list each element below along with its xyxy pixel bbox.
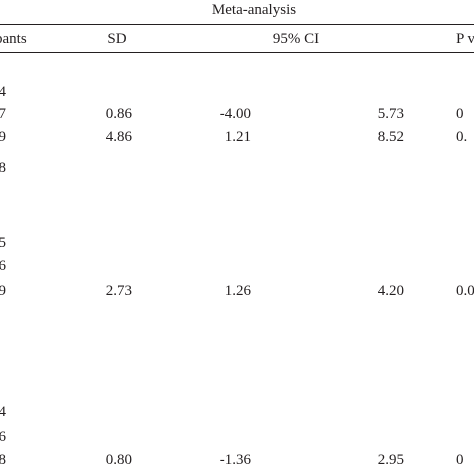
cell-participants: 6 <box>0 258 6 274</box>
meta-analysis-header: Meta-analysis <box>211 2 297 18</box>
cell-p-value: 0 <box>456 452 464 468</box>
cell-ci-low: 1.26 <box>224 283 251 299</box>
cell-ci-low: -4.00 <box>219 106 251 122</box>
col-participants-header: pants <box>0 31 27 47</box>
cell-participants: 4 <box>0 404 6 420</box>
cell-p-value: 0. <box>456 129 468 145</box>
cell-ci-low: 1.21 <box>224 129 251 145</box>
cell-sd: 2.73 <box>105 283 132 299</box>
cell-ci-high: 2.95 <box>377 452 404 468</box>
cell-ci-high: 5.73 <box>377 106 404 122</box>
cell-participants: 8 <box>0 452 6 468</box>
col-sd-header: SD <box>107 31 127 47</box>
header-rule-bottom <box>0 52 474 53</box>
cell-participants: 8 <box>0 160 6 176</box>
col-p-header: P v <box>456 31 474 47</box>
cell-ci-high: 4.20 <box>377 283 404 299</box>
cell-ci-high: 8.52 <box>377 129 404 145</box>
cell-participants: 9 <box>0 283 6 299</box>
cell-ci-low: -1.36 <box>219 452 251 468</box>
cell-participants: 6 <box>0 429 6 445</box>
cell-participants: 4 <box>0 84 6 100</box>
cell-sd: 0.80 <box>105 452 132 468</box>
cell-participants: 9 <box>0 129 6 145</box>
cell-sd: 4.86 <box>105 129 132 145</box>
col-ci-header: 95% CI <box>272 31 320 47</box>
header-rule-top <box>0 24 474 25</box>
cell-participants: 5 <box>0 235 6 251</box>
cell-participants: 7 <box>0 106 6 122</box>
cell-sd: 0.86 <box>105 106 132 122</box>
cell-p-value: 0 <box>456 106 464 122</box>
cell-p-value: 0.0 <box>456 283 474 299</box>
